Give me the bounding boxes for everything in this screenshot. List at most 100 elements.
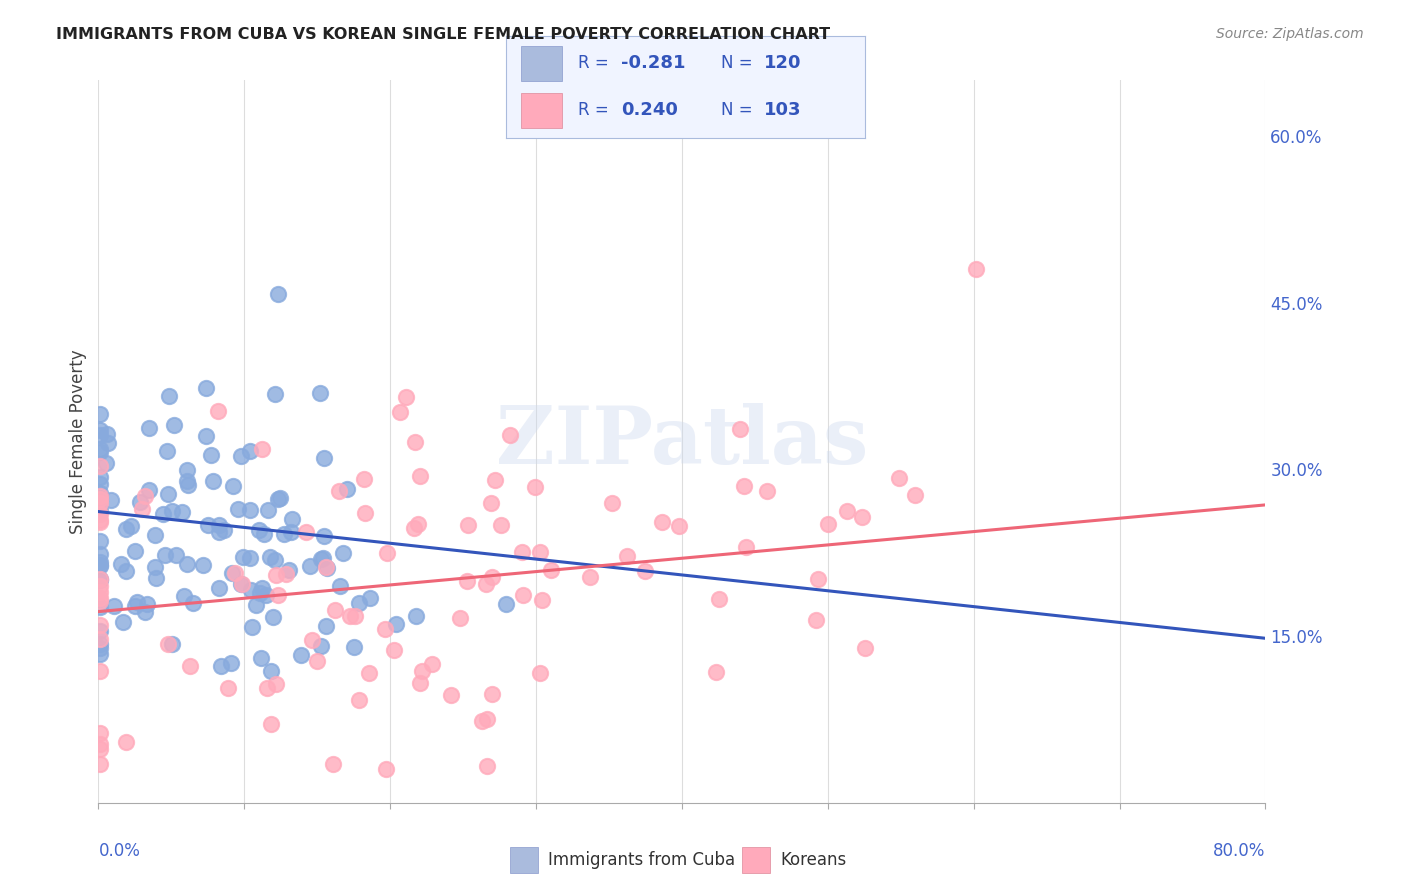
Text: Source: ZipAtlas.com: Source: ZipAtlas.com	[1216, 27, 1364, 41]
Point	[89, 555, 111, 569]
Point	[94, 456, 117, 470]
Point	[704, 665, 727, 679]
Point	[309, 386, 332, 401]
Point	[481, 687, 503, 701]
Point	[668, 519, 690, 533]
Point	[273, 527, 295, 541]
Point	[176, 557, 198, 571]
Point	[217, 681, 239, 696]
Point	[315, 619, 337, 633]
Point	[89, 664, 111, 678]
Point	[280, 524, 302, 539]
Point	[730, 422, 752, 436]
Point	[343, 640, 366, 655]
Point	[229, 577, 252, 591]
Point	[179, 658, 201, 673]
Text: -0.281: -0.281	[621, 54, 685, 72]
Text: 120: 120	[765, 54, 801, 72]
Point	[245, 598, 267, 612]
Point	[449, 611, 471, 625]
Point	[191, 558, 214, 573]
Text: N =: N =	[721, 101, 758, 119]
Point	[239, 503, 262, 517]
Point	[578, 570, 600, 584]
Point	[103, 599, 125, 613]
Text: R =: R =	[578, 54, 614, 72]
Point	[499, 427, 522, 442]
Point	[115, 564, 138, 578]
Point	[89, 507, 111, 521]
Point	[232, 550, 254, 565]
Point	[349, 596, 371, 610]
Point	[402, 521, 425, 535]
Point	[194, 429, 217, 443]
Point	[89, 476, 111, 491]
Point	[260, 664, 283, 678]
Point	[239, 444, 262, 458]
Point	[471, 714, 494, 728]
Point	[222, 479, 245, 493]
Point	[212, 523, 235, 537]
Point	[312, 529, 335, 543]
Point	[89, 742, 111, 756]
Point	[89, 492, 111, 507]
Point	[267, 286, 290, 301]
Point	[89, 428, 111, 442]
Point	[197, 517, 219, 532]
Point	[89, 624, 111, 638]
Point	[253, 526, 276, 541]
Point	[156, 636, 179, 650]
Point	[89, 547, 111, 561]
Point	[131, 502, 153, 516]
Point	[344, 609, 367, 624]
Text: 0.0%: 0.0%	[98, 842, 141, 860]
Point	[89, 593, 111, 607]
Point	[165, 548, 187, 562]
FancyBboxPatch shape	[520, 93, 562, 128]
Point	[173, 589, 195, 603]
Point	[328, 484, 350, 499]
Point	[332, 546, 354, 560]
Point	[266, 491, 288, 506]
Point	[231, 576, 253, 591]
Point	[339, 609, 361, 624]
Point	[114, 735, 136, 749]
Point	[484, 473, 506, 487]
Point	[97, 436, 120, 450]
Point	[89, 600, 111, 615]
Point	[195, 381, 218, 395]
Point	[200, 448, 222, 462]
Y-axis label: Single Female Poverty: Single Female Poverty	[69, 350, 87, 533]
Point	[305, 654, 328, 668]
Point	[359, 591, 381, 606]
Point	[89, 442, 111, 457]
Point	[89, 558, 111, 573]
Point	[329, 579, 352, 593]
Point	[89, 558, 111, 572]
Point	[239, 551, 262, 566]
Point	[512, 588, 534, 602]
Point	[162, 417, 184, 432]
Point	[129, 495, 152, 509]
Point	[474, 576, 496, 591]
Point	[89, 515, 111, 529]
Point	[156, 443, 179, 458]
Point	[176, 477, 198, 491]
Point	[804, 613, 827, 627]
Point	[336, 483, 359, 497]
Point	[207, 404, 229, 418]
Point	[224, 566, 246, 580]
Point	[389, 405, 412, 419]
Point	[110, 558, 132, 572]
Point	[124, 599, 146, 614]
Point	[134, 489, 156, 503]
Point	[263, 387, 285, 401]
Point	[457, 517, 479, 532]
Point	[226, 502, 249, 516]
Point	[479, 496, 502, 510]
Point	[477, 759, 499, 773]
Point	[157, 486, 180, 500]
Point	[208, 524, 231, 539]
Point	[89, 726, 111, 740]
Point	[263, 552, 285, 566]
